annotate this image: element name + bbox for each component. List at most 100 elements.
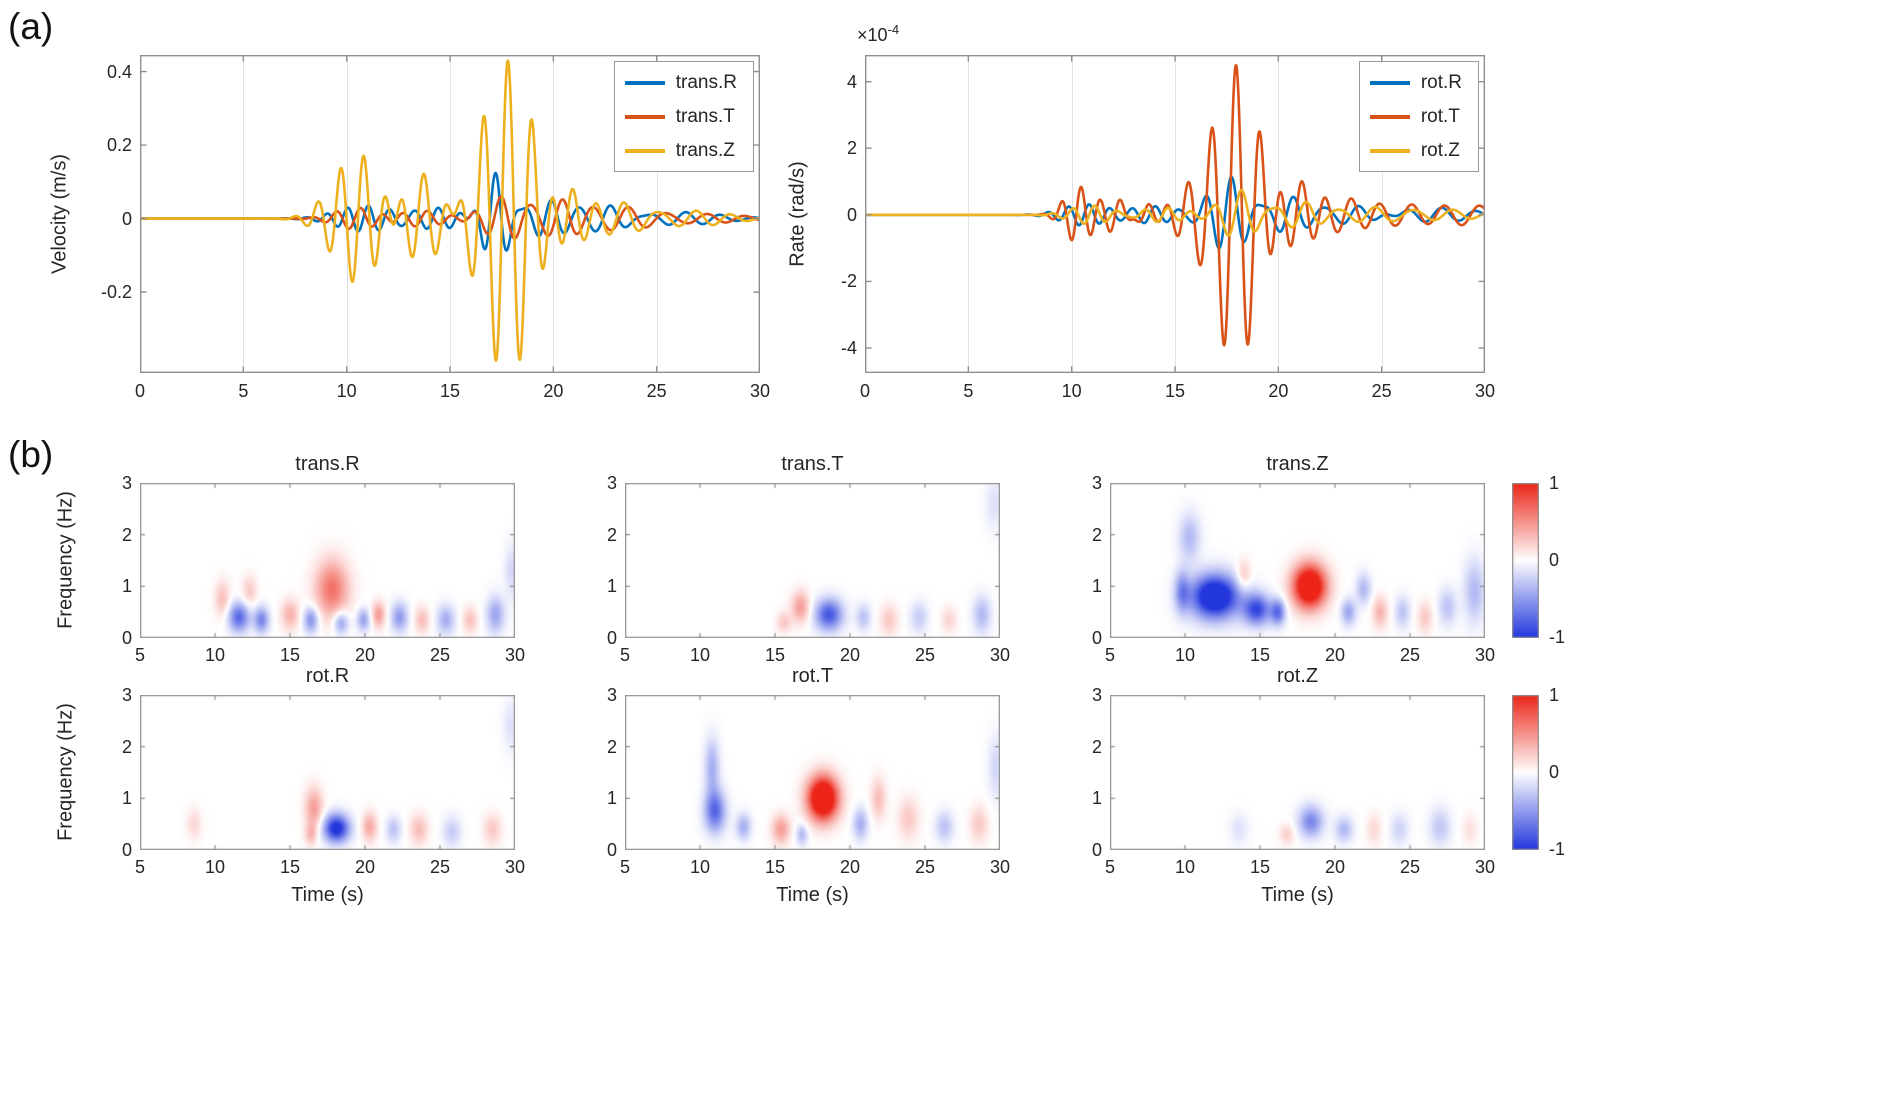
tick-label: 20 bbox=[1324, 645, 1346, 665]
tick-label: 5 bbox=[134, 645, 145, 665]
rate-exponent-label: ×10-4 bbox=[857, 22, 899, 46]
tick-label: 0.4 bbox=[106, 61, 132, 82]
tick-label: 5 bbox=[619, 645, 630, 665]
tick-label: 15 bbox=[279, 857, 301, 877]
tick-label: 20 bbox=[354, 857, 376, 877]
time-axis-label: Time (s) bbox=[1261, 884, 1334, 906]
heatmap-rot-T-canvas bbox=[625, 695, 1000, 850]
tick-label: 1 bbox=[1091, 576, 1102, 597]
tick-label: 5 bbox=[963, 381, 974, 401]
tick-label: 3 bbox=[1091, 685, 1102, 705]
frequency-axis-label-bottom: Frequency (Hz) bbox=[54, 703, 77, 841]
legend-label: trans.T bbox=[675, 105, 735, 127]
tick-label: 25 bbox=[429, 645, 451, 665]
tick-label: 3 bbox=[121, 473, 132, 493]
frequency-axis-label-top: Frequency (Hz) bbox=[54, 491, 77, 629]
tick-label: 0 bbox=[1091, 628, 1102, 648]
panel-a-label: (a) bbox=[8, 6, 54, 47]
legend-label: rot.Z bbox=[1420, 139, 1460, 161]
rate-plot: ×10-4 rot.R rot.T rot.Z 0 5 10 15 20 25 30 -4 -2… bbox=[841, 22, 1495, 401]
colorbar-top-canvas bbox=[1512, 483, 1539, 638]
tick-label: 5 bbox=[134, 857, 145, 877]
tick-label: 2 bbox=[846, 138, 857, 159]
colorbar-tick: 0 bbox=[1549, 550, 1560, 570]
tick-label: 20 bbox=[839, 857, 861, 877]
legend-line-swatch bbox=[624, 114, 665, 119]
tick-label: 5 bbox=[619, 857, 630, 877]
heatmap-trans-Z-canvas bbox=[1110, 483, 1485, 638]
heatmap-trans-T: trans.T 5 10 15 20 25 30 0 1 2 3 bbox=[607, 453, 1010, 665]
tick-label: 1 bbox=[121, 576, 132, 597]
tick-label: 0 bbox=[606, 628, 617, 648]
colorbar-tick: 1 bbox=[1549, 685, 1560, 705]
tick-label: 0.2 bbox=[106, 135, 132, 156]
legend-label: rot.R bbox=[1420, 71, 1462, 93]
tick-label: 0 bbox=[606, 840, 617, 860]
tick-label: 25 bbox=[914, 857, 936, 877]
tick-label: 25 bbox=[429, 857, 451, 877]
tick-label: 10 bbox=[689, 645, 711, 665]
heatmap-trans-Z: trans.Z 5 10 15 20 25 30 0 1 2 3 bbox=[1092, 453, 1495, 665]
heatmap-rot-R: rot.R Time (s) 5 10 15 20 25 30 0 1 2 3 bbox=[122, 665, 525, 906]
legend-item: rot.Z bbox=[1369, 138, 1462, 163]
tick-label: 15 bbox=[1249, 857, 1271, 877]
tick-label: 30 bbox=[989, 645, 1011, 665]
tick-label: 0 bbox=[859, 381, 870, 401]
tick-label: 10 bbox=[689, 857, 711, 877]
tick-label: 3 bbox=[1091, 473, 1102, 493]
legend-line-swatch bbox=[624, 80, 665, 85]
heatmap-rot-R-canvas bbox=[140, 695, 515, 850]
tick-label: 25 bbox=[914, 645, 936, 665]
tick-label: 0 bbox=[121, 208, 132, 229]
tick-label: 5 bbox=[1104, 857, 1115, 877]
heatmap-trans-R: trans.R 5 10 15 20 25 30 0 1 2 3 bbox=[122, 453, 525, 665]
tick-label: 25 bbox=[646, 381, 667, 401]
tick-label: 30 bbox=[1474, 857, 1496, 877]
tick-label: 5 bbox=[238, 381, 249, 401]
colorbar-tick: -1 bbox=[1549, 627, 1566, 647]
legend-label: trans.R bbox=[675, 71, 737, 93]
tick-label: -4 bbox=[840, 338, 857, 359]
colorbar-tick: -1 bbox=[1549, 839, 1566, 859]
legend-item: rot.T bbox=[1369, 104, 1462, 129]
tick-label: 1 bbox=[1091, 788, 1102, 809]
colorbar-tick: 1 bbox=[1549, 473, 1560, 493]
tick-label: 0 bbox=[846, 204, 857, 225]
tick-label: 10 bbox=[1174, 857, 1196, 877]
tick-label: 4 bbox=[846, 71, 857, 92]
legend-item: trans.R bbox=[624, 70, 737, 95]
tick-label: 30 bbox=[1474, 381, 1496, 401]
legend-item: trans.T bbox=[624, 104, 737, 129]
tick-label: 3 bbox=[606, 473, 617, 493]
rate-legend: rot.R rot.T rot.Z bbox=[1358, 61, 1479, 172]
tick-label: 10 bbox=[204, 857, 226, 877]
exponent-power: -4 bbox=[887, 22, 900, 37]
tick-label: 1 bbox=[606, 788, 617, 809]
time-axis-label: Time (s) bbox=[776, 884, 849, 906]
colorbar-tick: 0 bbox=[1549, 762, 1560, 782]
tick-label: 0 bbox=[134, 381, 145, 401]
tick-label: 2 bbox=[1091, 524, 1102, 545]
legend-item: trans.Z bbox=[624, 138, 737, 163]
colorbar-bottom: 1 0 -1 bbox=[1512, 685, 1565, 859]
tick-label: 3 bbox=[121, 685, 132, 705]
heatmap-title: rot.Z bbox=[1276, 665, 1319, 687]
colorbar-top: 1 0 -1 bbox=[1512, 473, 1565, 647]
tick-label: 5 bbox=[1104, 645, 1115, 665]
time-axis-label: Time (s) bbox=[291, 884, 364, 906]
tick-label: 2 bbox=[606, 736, 617, 757]
velocity-plot: trans.R trans.T trans.Z 0 5 10 15 20 25 30 -0.2… bbox=[101, 55, 770, 401]
tick-label: 3 bbox=[606, 685, 617, 705]
tick-label: 0 bbox=[121, 840, 132, 860]
exponent-base: ×10 bbox=[857, 25, 888, 45]
tick-label: 30 bbox=[749, 381, 771, 401]
heatmap-title: trans.T bbox=[781, 453, 844, 475]
tick-label: 15 bbox=[1249, 645, 1271, 665]
heatmap-rot-T: rot.T Time (s) 5 10 15 20 25 30 0 1 2 3 bbox=[607, 665, 1010, 906]
tick-label: 2 bbox=[121, 736, 132, 757]
tick-label: 1 bbox=[121, 788, 132, 809]
tick-label: 10 bbox=[336, 381, 357, 401]
heatmap-title: trans.R bbox=[295, 453, 360, 475]
heatmap-rot-Z: rot.Z Time (s) 5 10 15 20 25 30 0 1 2 3 bbox=[1092, 665, 1495, 906]
